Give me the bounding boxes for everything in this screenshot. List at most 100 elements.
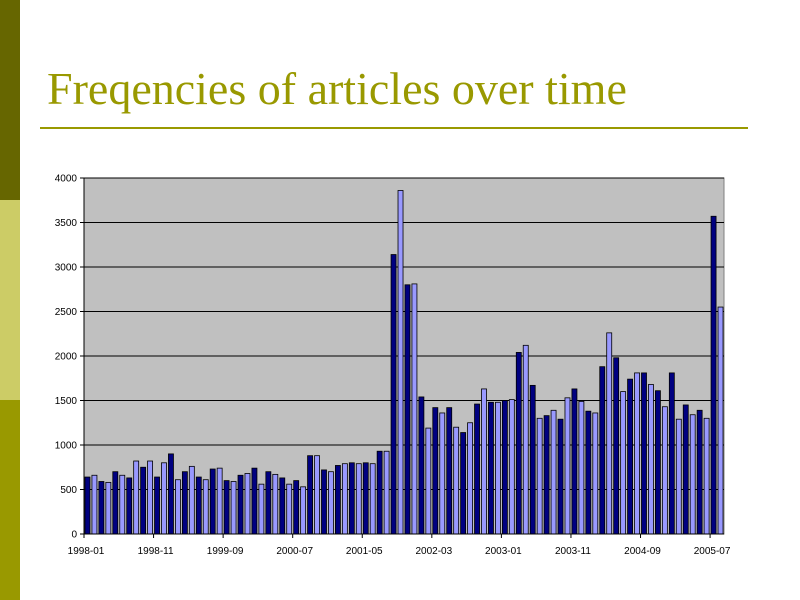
bar <box>536 417 543 535</box>
side-bar-middle <box>0 200 20 400</box>
bar <box>300 486 307 535</box>
bar <box>390 254 397 535</box>
bar <box>668 372 675 535</box>
bar <box>703 417 710 535</box>
bar <box>522 344 529 535</box>
x-tick-label: 2000-07 <box>276 546 313 557</box>
bar <box>620 391 627 535</box>
bar <box>355 463 362 535</box>
y-tick-label: 3500 <box>55 218 78 229</box>
bar <box>655 390 661 535</box>
bar <box>119 474 126 535</box>
y-tick-label: 4000 <box>55 174 78 185</box>
x-tick-label: 2002-03 <box>415 546 452 557</box>
bar <box>564 397 571 535</box>
bar <box>550 409 557 535</box>
bar <box>682 404 689 535</box>
x-tick-label: 2003-01 <box>485 546 522 557</box>
bar <box>689 414 696 535</box>
bar <box>488 401 494 535</box>
bar <box>501 400 508 535</box>
bar <box>578 400 585 535</box>
bar <box>307 455 313 535</box>
bar <box>411 283 418 535</box>
bar <box>265 471 272 535</box>
bar <box>251 467 258 535</box>
bar <box>279 477 286 535</box>
bar <box>181 471 188 535</box>
bar <box>557 418 564 535</box>
bar <box>105 481 112 535</box>
bar <box>439 412 446 535</box>
bar <box>592 412 599 535</box>
bar <box>460 432 467 535</box>
bar <box>91 474 98 535</box>
bar <box>418 396 425 535</box>
bar <box>376 450 383 535</box>
bar <box>606 332 613 535</box>
x-tick-label: 2001-05 <box>346 546 383 557</box>
bar <box>328 471 334 535</box>
bar <box>272 473 279 535</box>
bar <box>585 410 592 535</box>
bar <box>467 422 473 535</box>
bar <box>362 462 369 535</box>
bar <box>133 460 140 535</box>
bar <box>223 480 230 535</box>
bar <box>202 479 209 535</box>
side-bar-top <box>0 0 20 200</box>
bar <box>237 474 244 535</box>
bar <box>154 476 160 535</box>
bar <box>397 190 404 535</box>
bar <box>641 372 647 535</box>
x-tick-label: 2004-09 <box>624 546 661 557</box>
bar <box>571 388 578 535</box>
bar <box>515 352 522 535</box>
bar <box>404 284 411 535</box>
bar <box>529 384 536 535</box>
x-tick-label: 1998-01 <box>68 546 105 557</box>
title-underline <box>40 127 748 129</box>
bar <box>432 407 439 535</box>
bar <box>147 460 153 535</box>
bar <box>599 366 606 535</box>
bar <box>168 453 174 535</box>
bar <box>140 466 147 535</box>
y-tick-label: 2000 <box>55 352 78 363</box>
x-tick-label: 1999-09 <box>207 546 244 557</box>
bar <box>335 465 341 535</box>
bar <box>369 463 376 535</box>
bar <box>244 473 251 535</box>
x-tick-label: 2003-11 <box>555 546 591 557</box>
bar <box>661 406 668 535</box>
y-tick-label: 3000 <box>55 263 78 274</box>
x-tick-label: 1998-11 <box>138 546 174 557</box>
bar <box>126 477 133 535</box>
bar <box>321 469 327 535</box>
bar <box>710 215 717 535</box>
bar <box>98 481 105 535</box>
bar <box>474 403 480 535</box>
bar <box>425 427 432 535</box>
bar <box>481 388 487 535</box>
bar <box>84 476 91 535</box>
bar <box>175 479 181 535</box>
bar <box>648 384 654 535</box>
bar <box>230 481 237 535</box>
bar <box>258 483 265 535</box>
bar <box>383 450 390 535</box>
bar <box>161 462 167 535</box>
y-tick-label: 500 <box>60 485 77 496</box>
bar <box>613 357 620 535</box>
bar <box>348 462 355 535</box>
bar <box>627 378 633 535</box>
bar <box>675 418 682 535</box>
bar <box>696 409 703 535</box>
y-tick-label: 1000 <box>55 441 78 452</box>
x-tick-label: 2005-07 <box>694 546 731 557</box>
bar <box>216 467 223 535</box>
bar <box>112 471 119 535</box>
bar <box>446 407 453 535</box>
slide-title: Freqencies of articles over time <box>47 63 627 114</box>
